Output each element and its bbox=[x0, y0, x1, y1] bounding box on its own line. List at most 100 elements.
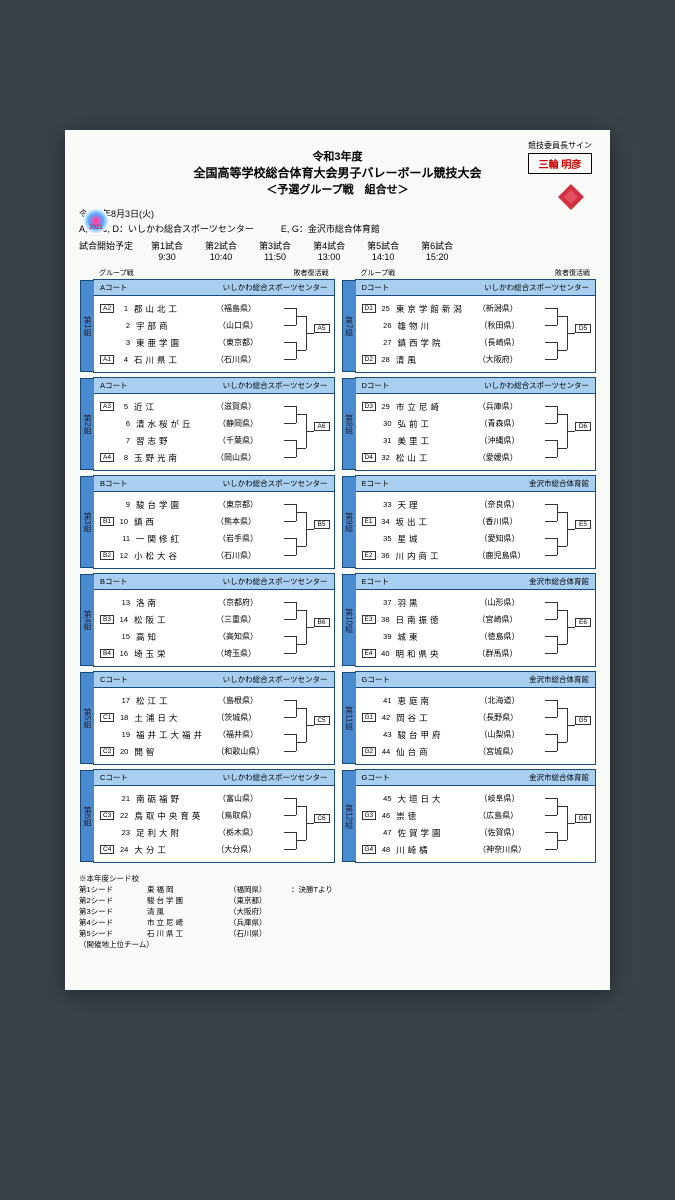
team-number: 33 bbox=[380, 500, 392, 509]
seed-box: E3 bbox=[362, 615, 376, 624]
group-tab: 第4組 bbox=[80, 574, 94, 666]
team-name: 川崎橘 bbox=[396, 844, 474, 856]
seed-label: 第2シード bbox=[79, 895, 135, 906]
team-name: 仙台商 bbox=[396, 746, 474, 758]
bracket-body: 45 大垣日大 （岐阜県） G346 崇徳 （広島県） 47 佐賀学園 （佐賀県… bbox=[356, 786, 596, 862]
court-name: Cコート bbox=[100, 674, 128, 685]
venue-name: 金沢市総合体育館 bbox=[529, 576, 589, 587]
team-name: 松江工 bbox=[136, 695, 214, 707]
seed-box: A3 bbox=[100, 402, 114, 411]
out-box: G5 bbox=[575, 716, 591, 725]
team-name: 清風 bbox=[396, 354, 474, 366]
team-number: 13 bbox=[118, 598, 130, 607]
court-header: Dコート いしかわ総合スポーツセンター bbox=[356, 378, 596, 394]
seed-team: 清風 bbox=[147, 906, 217, 917]
out-box: E6 bbox=[575, 618, 591, 627]
team-name: 洛南 bbox=[136, 597, 214, 609]
team-name: 一関修紅 bbox=[136, 533, 214, 545]
group-tab: 第1組 bbox=[80, 280, 94, 372]
team-number: 35 bbox=[380, 534, 392, 543]
seed-box: G4 bbox=[362, 845, 377, 854]
group-tab: 第2組 bbox=[80, 378, 94, 470]
team-number: 34 bbox=[378, 517, 390, 526]
schedule-slot: 第6試合15:20 bbox=[421, 239, 453, 262]
team-name: 美里工 bbox=[398, 435, 476, 447]
seed-box: E1 bbox=[362, 517, 376, 526]
team-pref: （大阪府） bbox=[478, 354, 518, 365]
team-number: 29 bbox=[378, 402, 390, 411]
group-tab: 第6組 bbox=[80, 770, 94, 862]
team-name: 近江 bbox=[134, 401, 212, 413]
group-block: 第12組 Gコート 金沢市総合体育館 45 大垣日大 （岐阜県） G346 崇徳… bbox=[355, 769, 597, 863]
group-block: 第8組 Dコート いしかわ総合スポーツセンター D329 市立尼崎 （兵庫県） … bbox=[355, 377, 597, 471]
seed-box: C4 bbox=[100, 845, 114, 854]
seed-box: G3 bbox=[362, 811, 377, 820]
team-pref: （茨城県） bbox=[216, 712, 256, 723]
group-block: 第7組 Dコート いしかわ総合スポーツセンター D125 東京学館新潟 （新潟県… bbox=[355, 279, 597, 373]
team-name: 岡谷工 bbox=[396, 712, 474, 724]
seeds-footer: ※本年度シード校 第1シード 東福岡 （福岡県） ：決勝Tより 第2シード 駿台… bbox=[79, 873, 596, 950]
team-pref: （高知県） bbox=[218, 631, 258, 642]
schedule-row: 試合開始予定 第1試合9:30第2試合10:40第3試合11:50第4試合13:… bbox=[79, 239, 596, 262]
bracket-body: 9 駿台学園 （東京都） B110 鎮西 （熊本県） 11 一関修紅 （岩手県）… bbox=[94, 492, 334, 568]
team-number: 28 bbox=[378, 355, 390, 364]
court-name: Bコート bbox=[100, 478, 128, 489]
out-box: B6 bbox=[314, 618, 330, 627]
venue-name: 金沢市総合体育館 bbox=[529, 772, 589, 783]
venue-name: いしかわ総合スポーツセンター bbox=[223, 380, 328, 391]
out-box: C6 bbox=[314, 814, 330, 823]
schedule-slot: 第1試合9:30 bbox=[151, 239, 183, 262]
bracket-body: A21 郡山北工 （福島県） 2 宇部商 （山口県） 3 東亜学園 （東京都） … bbox=[94, 296, 334, 372]
seed-box: A4 bbox=[100, 453, 114, 462]
bracket-body: 33 天理 （奈良県） E134 坂出工 （香川県） 35 星城 （愛知県） E… bbox=[356, 492, 596, 568]
bracket-lines bbox=[545, 790, 589, 858]
bracket-lines bbox=[284, 692, 328, 760]
venue-line: A, B, C, D：いしかわ総合スポーツセンター E, G：金沢市総合体育館 bbox=[79, 222, 596, 235]
team-pref: （沖縄県） bbox=[480, 435, 520, 446]
team-number: 44 bbox=[378, 747, 390, 756]
seed-team: 石川県工 bbox=[147, 928, 217, 939]
team-number: 48 bbox=[378, 845, 390, 854]
schedule-slot: 第4試合13:00 bbox=[313, 239, 345, 262]
seed-row: 第3シード 清風 （大阪府） bbox=[79, 906, 596, 917]
seed-team: 市立尼崎 bbox=[147, 917, 217, 928]
team-pref: （広島県） bbox=[478, 810, 518, 821]
team-number: 9 bbox=[118, 500, 130, 509]
court-name: Cコート bbox=[100, 772, 128, 783]
team-number: 47 bbox=[380, 828, 392, 837]
team-number: 24 bbox=[116, 845, 128, 854]
seed-label: 第5シード bbox=[79, 928, 135, 939]
team-pref: （三重県） bbox=[216, 614, 256, 625]
bracket-lines bbox=[284, 790, 328, 858]
team-number: 41 bbox=[380, 696, 392, 705]
venue-name: いしかわ総合スポーツセンター bbox=[223, 674, 328, 685]
group-tab: 第11組 bbox=[342, 672, 356, 764]
left-column: グループ戦敗者復活戦 第1組 Aコート いしかわ総合スポーツセンター A21 郡… bbox=[93, 268, 335, 867]
seed-box: D4 bbox=[362, 453, 376, 462]
team-number: 32 bbox=[378, 453, 390, 462]
out-box: D5 bbox=[575, 324, 591, 333]
seed-pref: （福岡県） bbox=[229, 884, 279, 895]
team-pref: （千葉県） bbox=[218, 435, 258, 446]
seed-box: G1 bbox=[362, 713, 377, 722]
team-pref: （和歌山県） bbox=[216, 746, 264, 757]
team-pref: （岡山県） bbox=[216, 452, 256, 463]
seed-box: D1 bbox=[362, 304, 376, 313]
team-number: 6 bbox=[118, 419, 130, 428]
team-number: 40 bbox=[378, 649, 390, 658]
court-name: Dコート bbox=[362, 380, 390, 391]
group-block: 第2組 Aコート いしかわ総合スポーツセンター A35 近江 （滋賀県） 6 清… bbox=[93, 377, 335, 471]
team-number: 2 bbox=[118, 321, 130, 330]
seeds-note: （開催地上位チーム） bbox=[79, 939, 596, 950]
seed-box: E2 bbox=[362, 551, 376, 560]
team-number: 20 bbox=[116, 747, 128, 756]
team-number: 36 bbox=[378, 551, 390, 560]
team-name: 鳥取中央育英 bbox=[134, 810, 212, 822]
venue-name: いしかわ総合スポーツセンター bbox=[484, 282, 589, 293]
court-name: Aコート bbox=[100, 380, 128, 391]
team-number: 10 bbox=[116, 517, 128, 526]
team-number: 22 bbox=[116, 811, 128, 820]
seed-note: ：決勝Tより bbox=[291, 884, 333, 895]
court-header: Bコート いしかわ総合スポーツセンター bbox=[94, 476, 334, 492]
venue-name: いしかわ総合スポーツセンター bbox=[223, 478, 328, 489]
